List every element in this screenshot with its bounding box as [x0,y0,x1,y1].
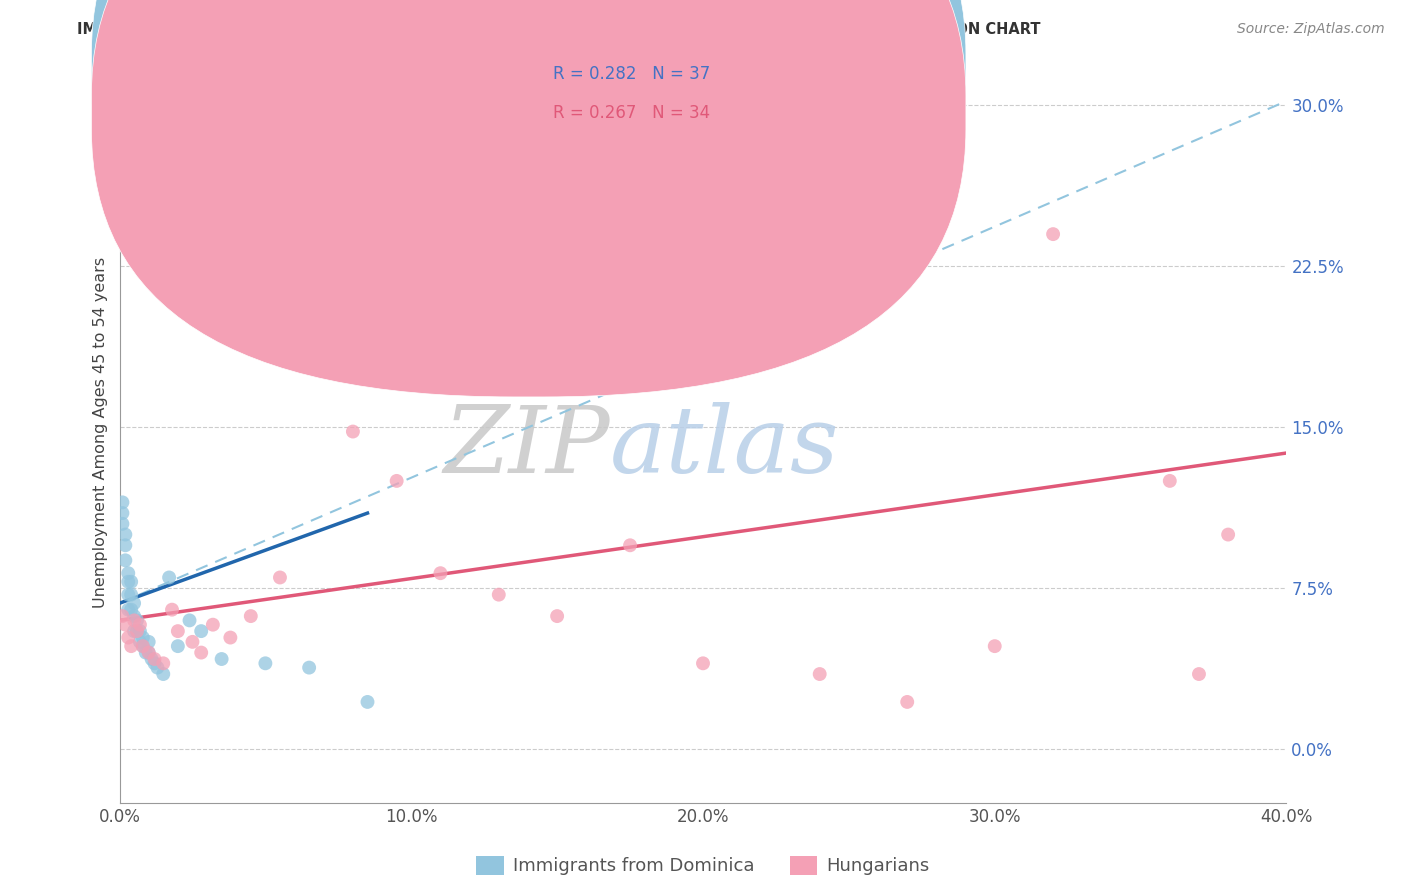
Legend: Immigrants from Dominica, Hungarians: Immigrants from Dominica, Hungarians [470,849,936,882]
Point [117,566,139,581]
Point [143,652,166,666]
Point [132,639,155,653]
Point [138,646,160,660]
Point [219,631,242,645]
Point [808,667,831,681]
Point [132,631,155,645]
Point [129,617,152,632]
Text: R = 0.282   N = 37: R = 0.282 N = 37 [553,65,710,83]
Point [114,553,136,567]
Text: Source: ZipAtlas.com: Source: ZipAtlas.com [1237,22,1385,37]
Point [166,639,188,653]
Point [141,652,163,666]
Point [385,474,408,488]
Point [190,624,212,639]
Point [546,609,568,624]
Point [342,425,364,439]
Point [152,657,174,671]
Point [138,646,160,660]
Point [135,646,157,660]
Text: R = 0.267   N = 34: R = 0.267 N = 34 [553,104,710,122]
Point [211,652,233,666]
Point [129,635,152,649]
Text: IMMIGRANTS FROM DOMINICA VS HUNGARIAN UNEMPLOYMENT AMONG AGES 45 TO 54 YEARS COR: IMMIGRANTS FROM DOMINICA VS HUNGARIAN UN… [77,22,1040,37]
Point [166,624,188,639]
Point [181,635,204,649]
Point [125,624,148,639]
Point [117,574,139,589]
Point [117,588,139,602]
Point [111,506,134,520]
Point [143,657,166,671]
Point [298,660,321,674]
Point [1216,527,1240,541]
Point [120,639,142,653]
Point [111,516,134,531]
Point [1159,474,1181,488]
Point [122,609,145,624]
Point [122,596,145,610]
Point [1042,227,1064,241]
Point [269,570,291,584]
Point [190,646,212,660]
Point [129,624,152,639]
Point [114,527,136,541]
Point [120,602,142,616]
Point [298,188,321,202]
Point [114,538,136,552]
Text: ZIP: ZIP [443,402,610,492]
Point [146,660,169,674]
Point [125,624,148,639]
Point [1188,667,1211,681]
Y-axis label: Unemployment Among Ages 45 to 54 years: Unemployment Among Ages 45 to 54 years [93,257,108,608]
Point [429,566,451,581]
Point [356,695,378,709]
Point [983,639,1005,653]
Point [692,657,714,671]
Text: atlas: atlas [610,402,839,492]
Point [138,635,160,649]
Point [239,609,262,624]
Point [120,574,142,589]
Point [117,631,139,645]
Point [125,614,148,628]
Point [117,602,139,616]
Point [122,624,145,639]
Point [896,695,918,709]
Point [160,602,183,616]
Point [111,495,134,509]
Point [122,614,145,628]
Point [488,588,510,602]
Point [254,657,277,671]
Point [111,609,134,624]
Point [120,588,142,602]
Point [157,570,180,584]
Point [179,614,201,628]
Point [114,617,136,632]
Point [152,667,174,681]
Point [132,639,155,653]
Point [201,617,224,632]
Point [619,538,641,552]
